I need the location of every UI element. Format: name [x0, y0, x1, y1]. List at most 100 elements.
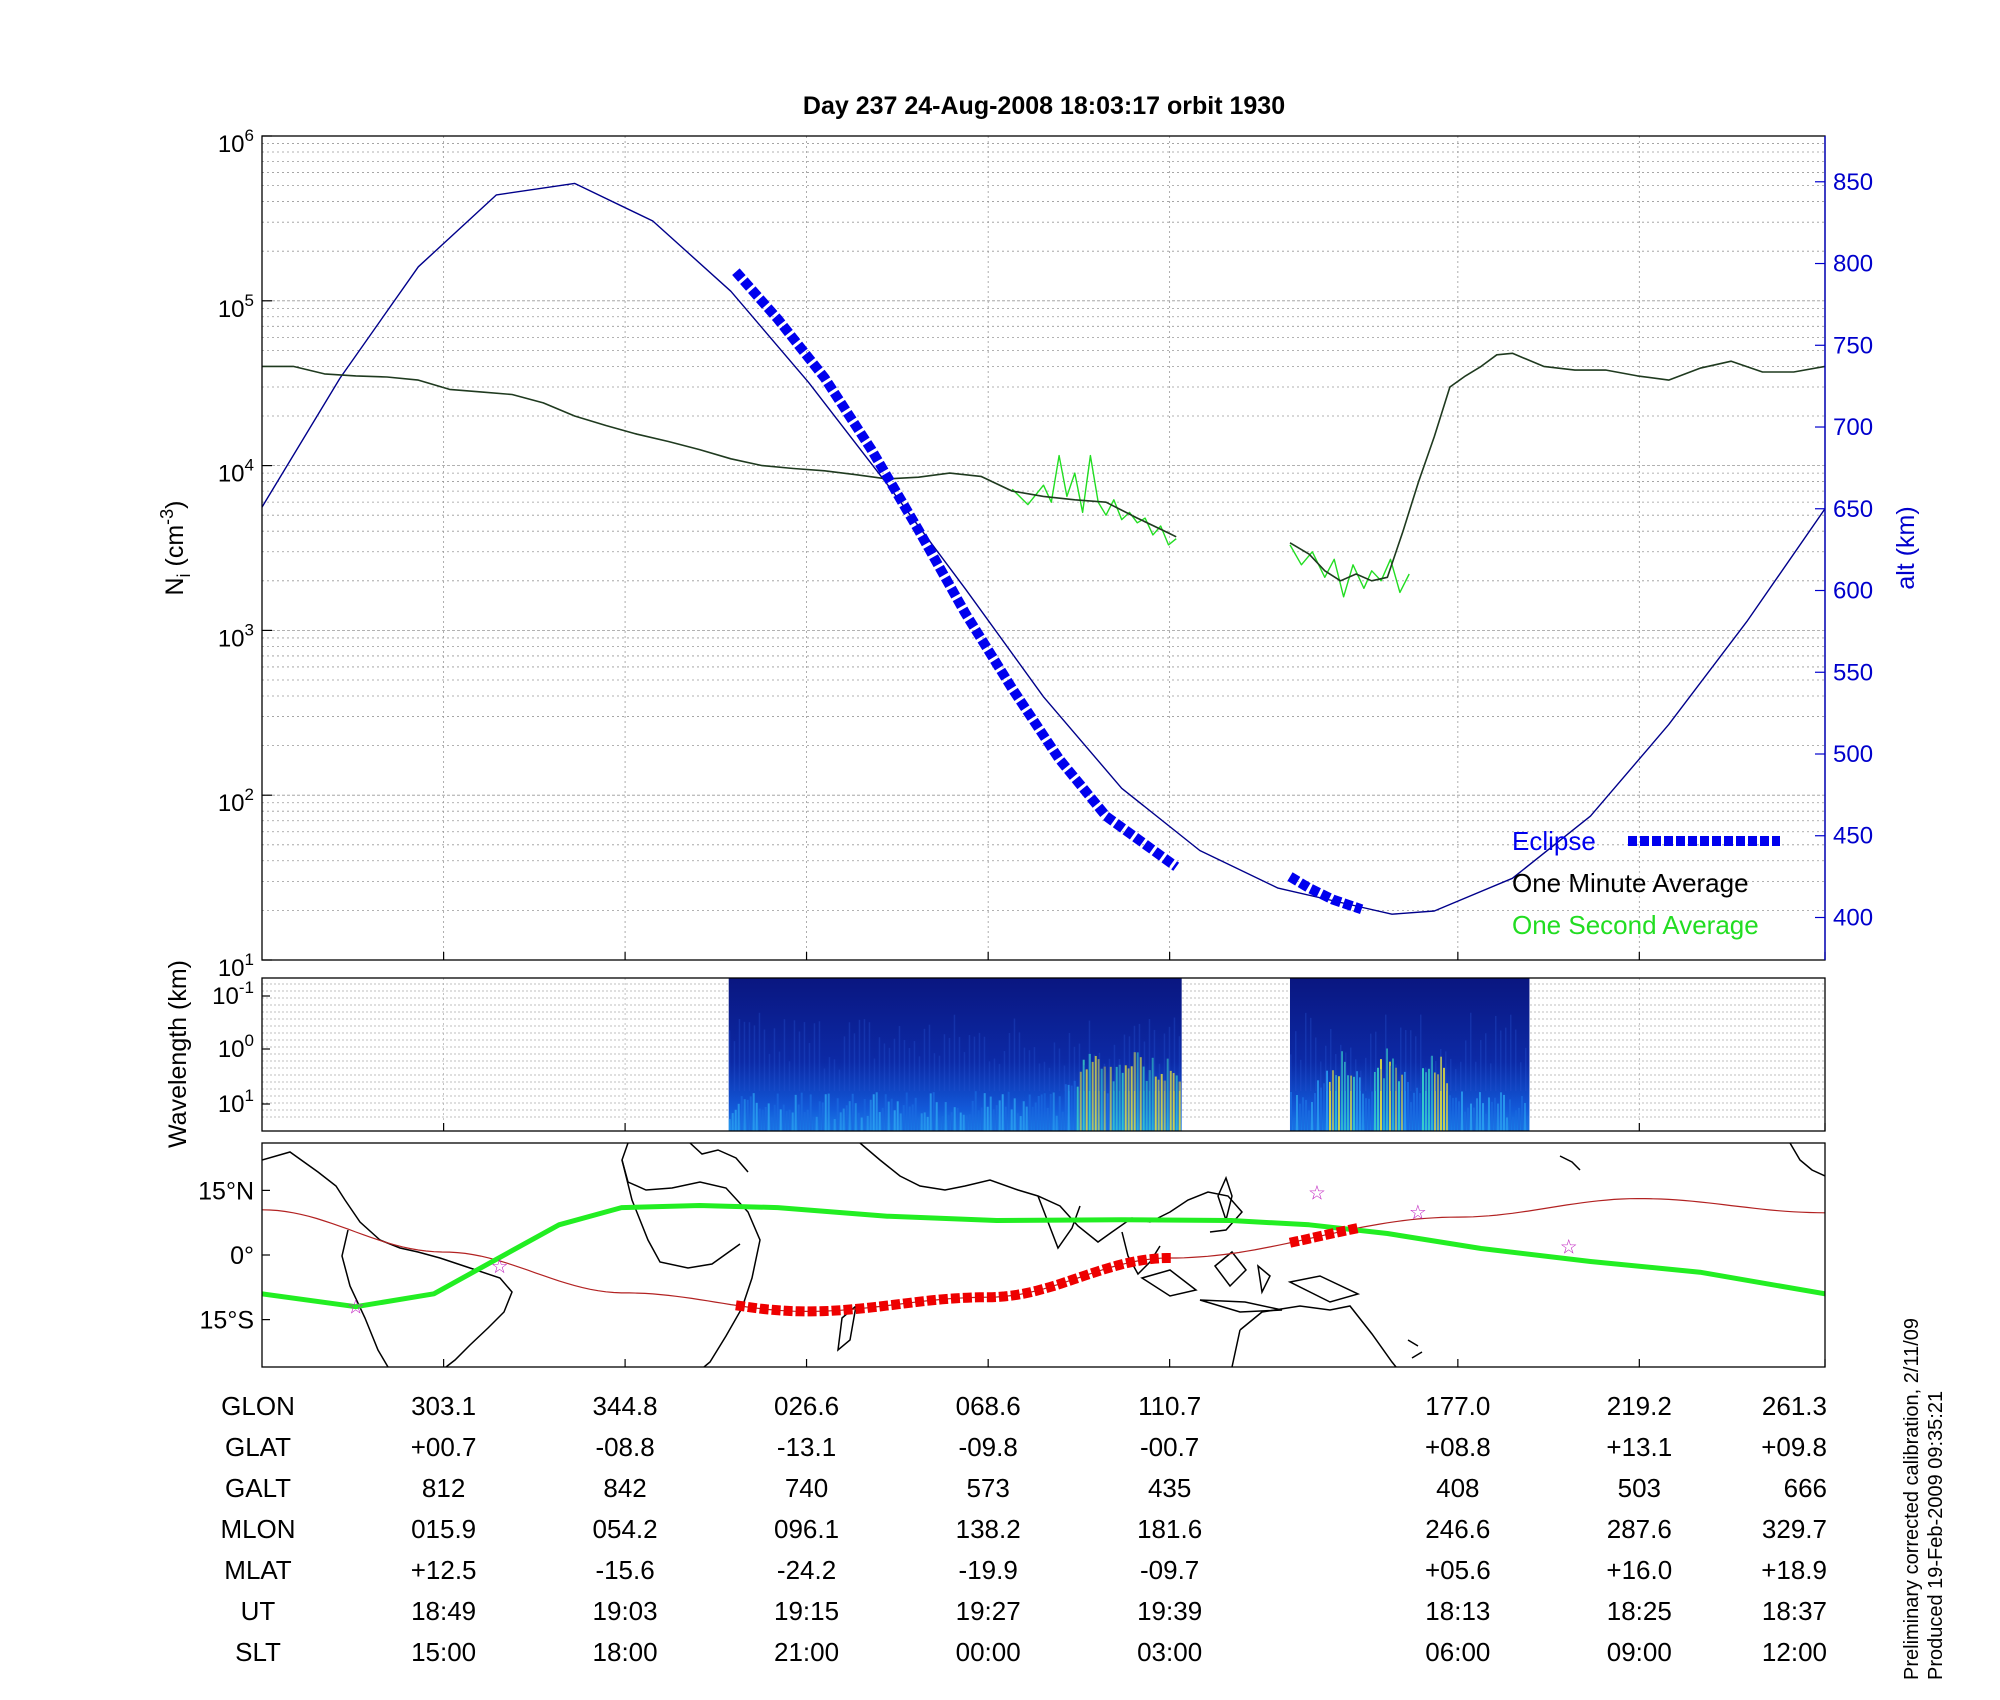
orbit-info-table: GLON GLAT GALT MLON MLAT UT SLT 303.1 +00.7 812 01… [220, 1391, 1827, 1667]
spectrogram-texture [1123, 1034, 1126, 1091]
station-star-icon: ☆ [1560, 1236, 1578, 1258]
spectrogram-column [1004, 1106, 1007, 1131]
spectrogram-column [1523, 1102, 1526, 1131]
spectrogram-texture [858, 1019, 861, 1091]
spectrogram-texture [1514, 1029, 1517, 1091]
spectrogram-column [1052, 1092, 1055, 1131]
spectrogram-column [1142, 1066, 1145, 1131]
table-cell: 19:27 [956, 1596, 1021, 1626]
spectrogram-texture [1504, 1027, 1507, 1091]
spectrogram-column [761, 1109, 764, 1131]
table-cell: -09.7 [1140, 1555, 1199, 1585]
altitude-tick-label: 800 [1833, 251, 1873, 278]
spectrogram-texture [968, 1034, 971, 1091]
spectrogram-texture [1339, 1044, 1342, 1091]
spectrogram-column [881, 1107, 884, 1131]
spectrogram-column [1139, 1057, 1142, 1131]
spectrogram-column [1409, 1102, 1412, 1131]
spectrogram-column [800, 1092, 803, 1131]
spectrogram-column [887, 1101, 890, 1131]
legend-label: Eclipse [1512, 826, 1596, 856]
spectrogram-texture [763, 1029, 766, 1091]
table-cell: 068.6 [956, 1391, 1021, 1421]
spectrogram-column [1340, 1051, 1343, 1131]
spectrogram-column [869, 1099, 872, 1131]
spectrogram-column [1109, 1066, 1112, 1131]
spectrogram-texture [888, 1047, 891, 1091]
spectrogram-column [863, 1099, 866, 1131]
spectrogram-texture [1118, 1059, 1121, 1091]
spectrogram-texture [848, 1022, 851, 1091]
spectrogram-column [1349, 1075, 1352, 1131]
spectrogram-column [1397, 1081, 1400, 1131]
altitude-tick-label: 650 [1833, 496, 1873, 523]
spectrogram-texture [1083, 1065, 1086, 1091]
spectrogram-texture [1509, 1014, 1512, 1091]
station-star-icon: ☆ [1409, 1202, 1427, 1224]
spectrogram-texture [1429, 1056, 1432, 1091]
spectrogram-column [1328, 1081, 1331, 1131]
legend: Eclipse One Minute Average One Second Aver… [1512, 826, 1780, 940]
spectrogram-column [992, 1109, 995, 1131]
table-cell: -15.6 [595, 1555, 654, 1585]
spectrogram-column [827, 1093, 830, 1131]
spectrogram-column [1448, 1095, 1451, 1131]
spectrogram-texture [883, 1043, 886, 1091]
altitude-tick-label: 400 [1833, 904, 1873, 931]
spectrogram-texture [1128, 1036, 1131, 1091]
spectrogram-column [1517, 1107, 1520, 1131]
table-cell: 15:00 [411, 1637, 476, 1667]
spectrogram-column [752, 1093, 755, 1131]
spectrogram-column [1037, 1095, 1040, 1131]
table-cell: 026.6 [774, 1391, 839, 1421]
spectrogram-column [785, 1111, 788, 1131]
spectrogram-texture [1369, 1033, 1372, 1091]
spectrogram-column [1472, 1107, 1475, 1131]
spectrogram-column [1496, 1103, 1499, 1131]
footer: Preliminary corrected calibration, 2/11/… [1901, 1318, 1947, 1680]
spectrogram-column [1511, 1116, 1514, 1131]
spectrogram-texture [1143, 1041, 1146, 1091]
spectrogram-texture [898, 1025, 901, 1091]
spectrogram-texture [1294, 1031, 1297, 1091]
spectrogram-column [980, 1107, 983, 1131]
table-cell: 12:00 [1762, 1637, 1827, 1667]
altitude-tick-label: 750 [1833, 332, 1873, 359]
spectrogram-column [908, 1106, 911, 1131]
spectrogram-column [1040, 1094, 1043, 1131]
spectrogram-column [1310, 1102, 1313, 1131]
spectrogram-texture [1078, 1043, 1081, 1091]
spectrogram-texture [778, 1051, 781, 1091]
table-cell: -08.8 [595, 1432, 654, 1462]
spectrogram-column [1118, 1064, 1121, 1131]
spectrogram-texture [818, 1021, 821, 1091]
spectrogram-column [1175, 1075, 1178, 1131]
spectrogram-texture [1344, 1052, 1347, 1091]
spectrogram-texture [1289, 1054, 1292, 1091]
spectrogram-texture [1519, 1062, 1522, 1091]
map-tick-label: 0° [230, 1242, 254, 1270]
spectrogram-column [1454, 1097, 1457, 1131]
table-row-header: GALT [225, 1473, 291, 1503]
spectrogram-column [944, 1102, 947, 1131]
table-row-header: SLT [235, 1637, 281, 1667]
table-cell: 329.7 [1762, 1514, 1827, 1544]
spectrogram-texture [933, 1053, 936, 1091]
map-background [262, 1143, 1825, 1367]
density-tick-label: 102 [218, 785, 254, 817]
spectrogram-texture [1098, 1052, 1101, 1091]
spectrogram-texture [1434, 1061, 1437, 1091]
spectrogram-column [959, 1112, 962, 1131]
table-cell: 503 [1618, 1473, 1661, 1503]
station-star-icon: ☆ [347, 1297, 365, 1319]
table-cell: 19:03 [593, 1596, 658, 1626]
spectrogram-texture [1008, 1032, 1011, 1091]
spectrogram-texture [1389, 1065, 1392, 1091]
spectrogram-column [1508, 1099, 1511, 1131]
spectrogram-column [1475, 1098, 1478, 1131]
table-cell: -19.9 [959, 1555, 1018, 1585]
spectrogram-column [1346, 1075, 1349, 1131]
table-cell: 740 [785, 1473, 828, 1503]
spectrogram-column [809, 1094, 812, 1131]
spectrogram-column [986, 1106, 989, 1131]
